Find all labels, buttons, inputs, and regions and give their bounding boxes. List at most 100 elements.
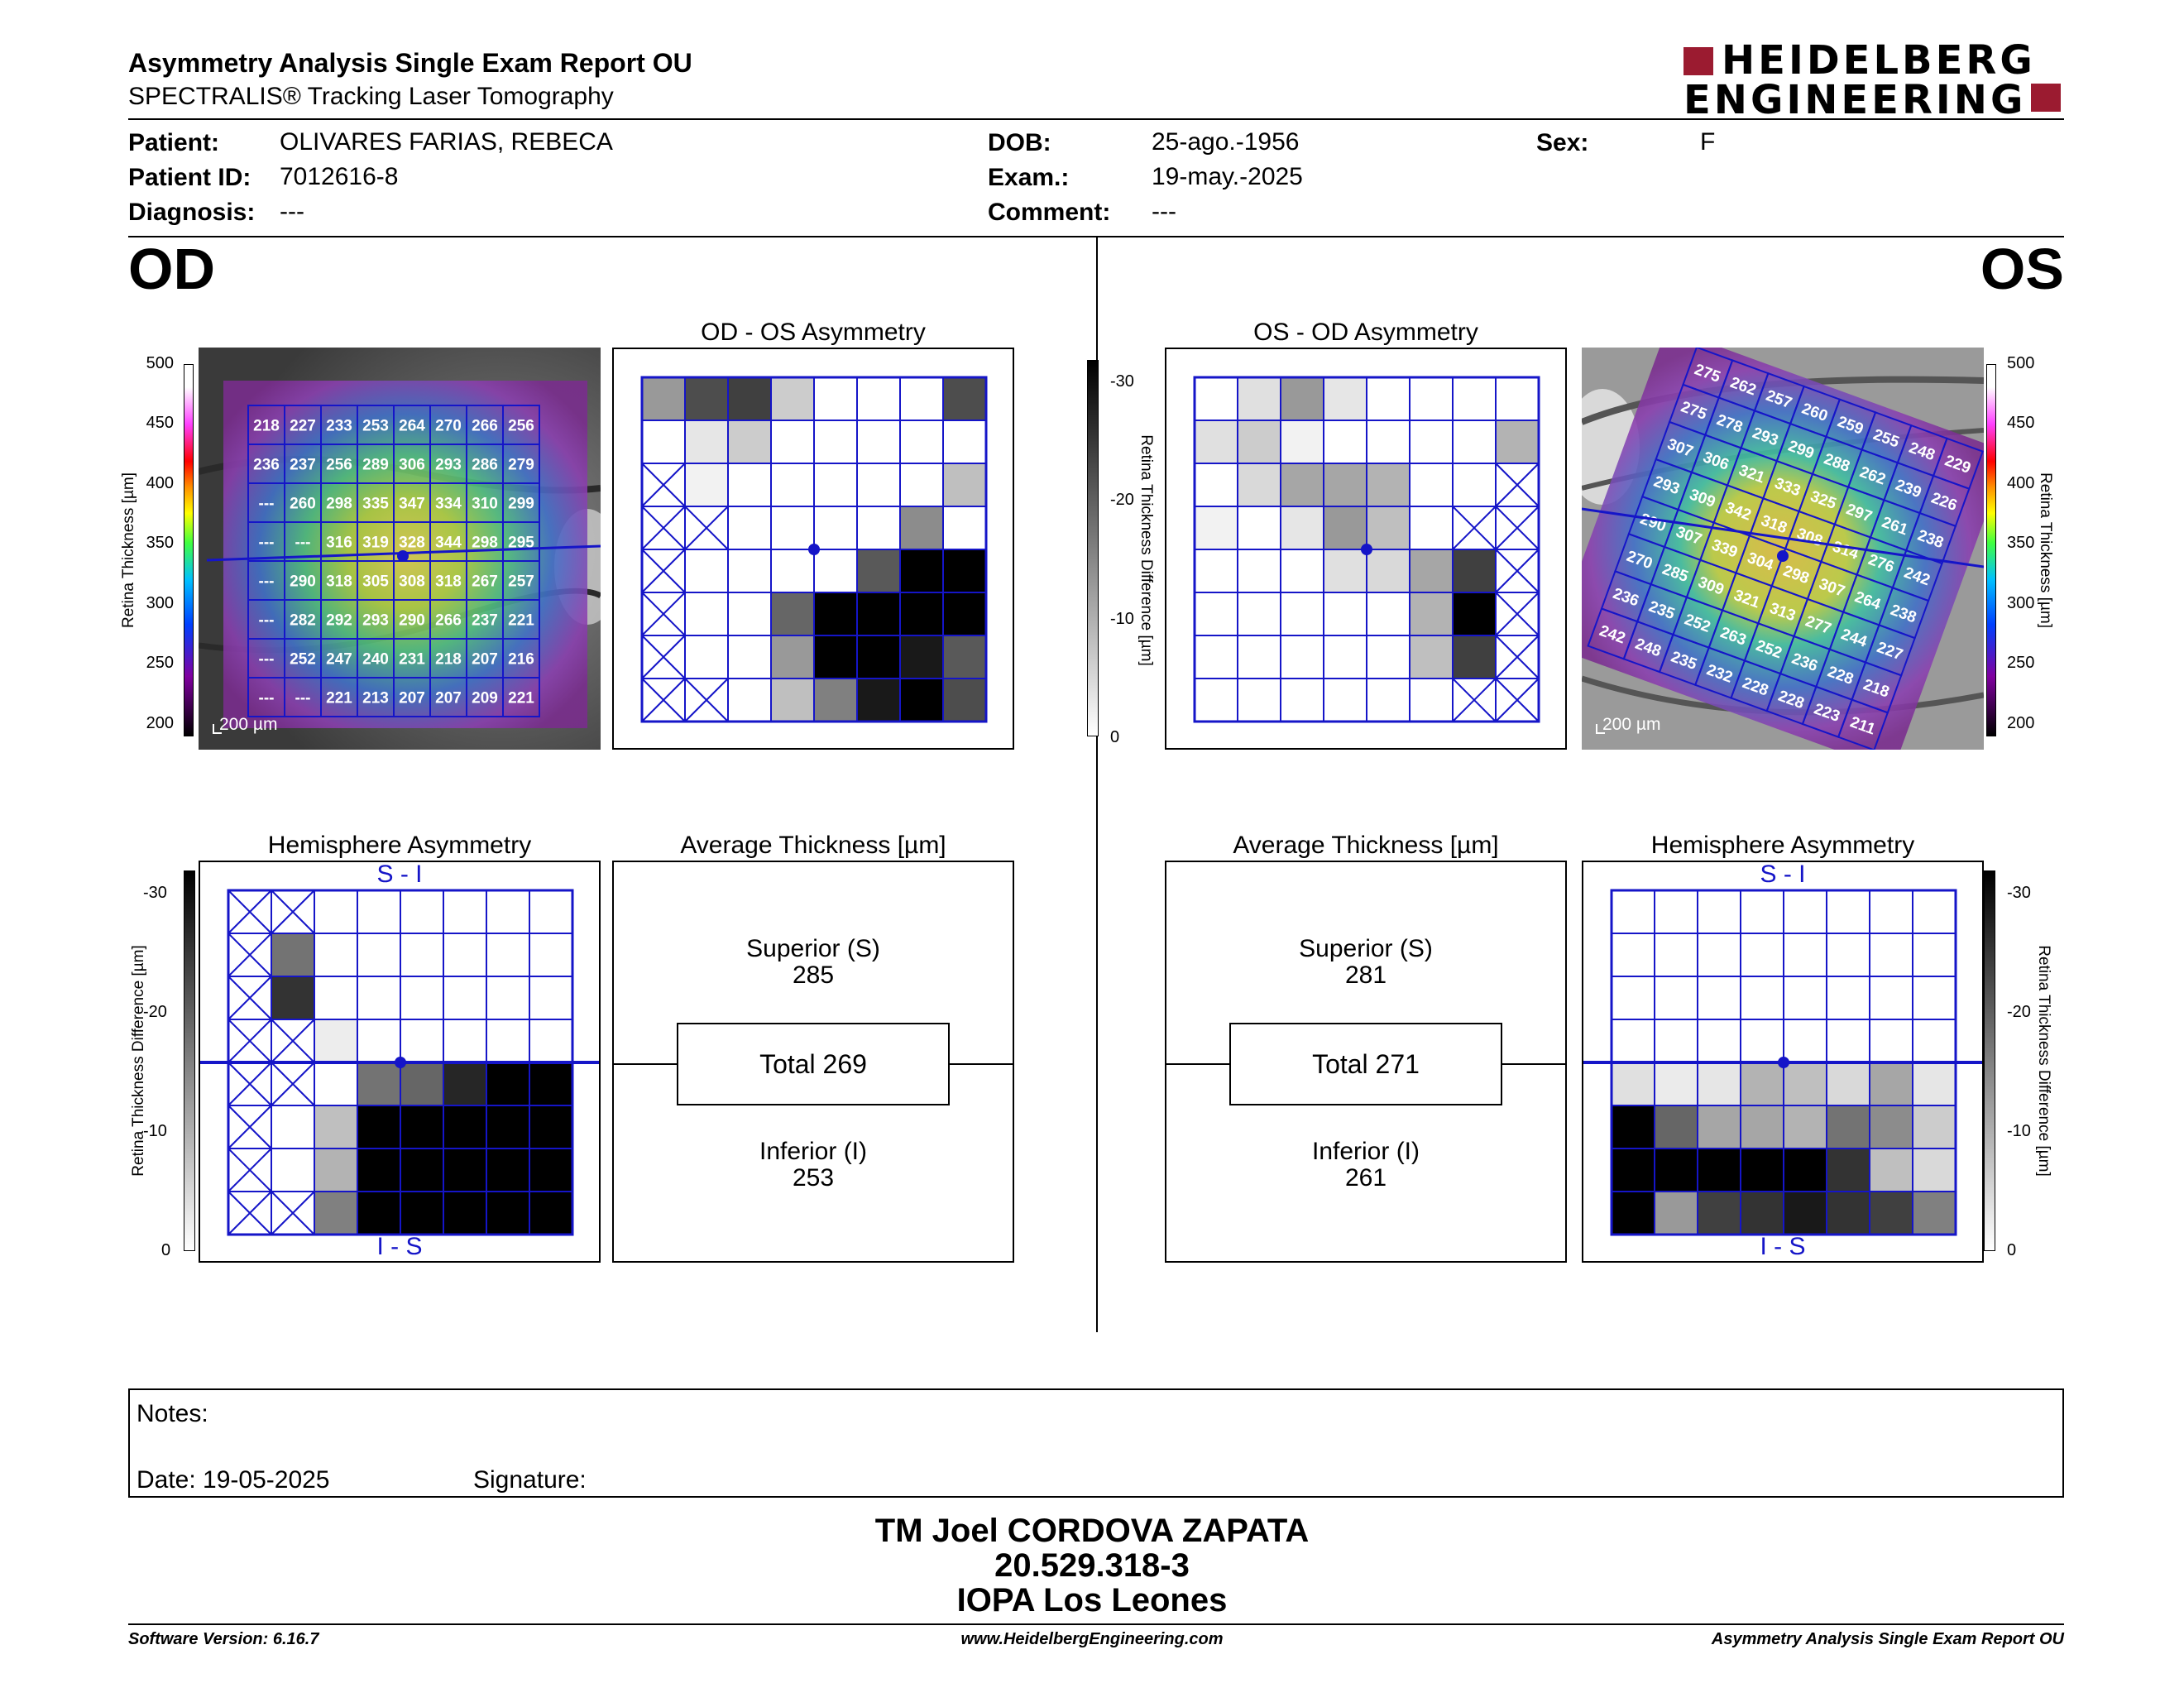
grid-cell xyxy=(899,549,944,593)
thickness-value: 310 xyxy=(472,496,498,513)
grid-cell xyxy=(770,420,815,464)
os-thickness-map: 275 262 257 260 259 255 248 229 275 278 293 299 288 2… xyxy=(1550,327,2009,771)
excluded-cell-cross xyxy=(684,506,729,550)
grid-cell xyxy=(1697,1191,1741,1235)
grid-cell xyxy=(1869,1105,1913,1149)
thickness-value: --- xyxy=(295,690,311,707)
grid-cell xyxy=(400,1019,444,1063)
excluded-cell-cross xyxy=(641,592,686,636)
thickness-value: 266 xyxy=(435,612,462,630)
os-superior-value: 281 xyxy=(1344,961,1387,989)
od-inferior-value: 253 xyxy=(792,1164,835,1192)
grid-cell xyxy=(727,420,772,464)
tick: -30 xyxy=(1110,372,1134,391)
grid-outline xyxy=(640,376,988,723)
exam-label: Exam.: xyxy=(988,164,1070,191)
os-thickness-colorbar xyxy=(1986,364,1996,736)
grid-cell xyxy=(1654,1105,1698,1149)
grid-cell xyxy=(1409,506,1454,550)
grid-cell xyxy=(357,1062,401,1106)
excluded-cell-cross xyxy=(1495,635,1540,679)
od-thickness-axis-label: Retina Thickness [µm] xyxy=(120,472,137,628)
grid-cell xyxy=(271,1105,315,1149)
grid-cell xyxy=(357,1105,401,1149)
excluded-cell-cross xyxy=(641,463,686,507)
grid-cell xyxy=(486,890,530,934)
grid-cell xyxy=(813,506,858,550)
grid-cell xyxy=(1323,506,1367,550)
thickness-value: 334 xyxy=(435,496,462,513)
thickness-value: 292 xyxy=(326,612,352,630)
grid-cell xyxy=(1280,506,1324,550)
grid-cell xyxy=(1697,1019,1741,1063)
grid-cell xyxy=(1452,635,1497,679)
grid-cell xyxy=(1280,376,1324,421)
notes-label: Notes: xyxy=(136,1400,208,1427)
os-inferior-value: 261 xyxy=(1344,1164,1387,1192)
od-superior-value: 285 xyxy=(792,961,835,989)
thickness-value: 207 xyxy=(472,651,498,669)
grid-cell xyxy=(1654,1191,1698,1235)
diagnosis-value: --- xyxy=(280,198,304,225)
grid-cell xyxy=(1280,635,1324,679)
grid-cell xyxy=(727,463,772,507)
thickness-value: 221 xyxy=(508,690,534,707)
tick: -30 xyxy=(2007,884,2031,902)
grid-cell xyxy=(314,1062,358,1106)
thickness-value: 253 xyxy=(362,418,389,435)
thickness-value: 256 xyxy=(508,418,534,435)
tick: 450 xyxy=(2007,414,2035,432)
dob-label: DOB: xyxy=(988,129,1051,156)
grid-cell xyxy=(1237,506,1281,550)
grid-cell xyxy=(1194,506,1238,550)
grid-cell xyxy=(529,890,573,934)
fovea-marker xyxy=(395,1057,406,1068)
grid-cell xyxy=(856,592,901,636)
grid-cell xyxy=(813,592,858,636)
logo-line2: ENGINEERING xyxy=(1684,77,2027,123)
grid-cell xyxy=(486,1105,530,1149)
tick: 500 xyxy=(2007,354,2035,372)
grid-cell xyxy=(1237,678,1281,722)
excluded-cell-cross xyxy=(1495,463,1540,507)
patient-label: Patient: xyxy=(128,129,220,156)
notes-date: Date: 19-05-2025 xyxy=(136,1466,330,1494)
grid-cell xyxy=(357,976,401,1020)
tick: 500 xyxy=(146,354,174,372)
thickness-value: 218 xyxy=(253,418,280,435)
grid-cell xyxy=(1237,549,1281,593)
grid-cell xyxy=(314,890,358,934)
grid-cell xyxy=(1912,1191,1956,1235)
grid-cell xyxy=(529,1191,573,1235)
thickness-value: 221 xyxy=(508,612,534,630)
grid-cell xyxy=(1452,376,1497,421)
grid-cell xyxy=(1740,890,1784,934)
exam-value: 19-may.-2025 xyxy=(1152,163,1303,190)
grid-cell xyxy=(1237,463,1281,507)
comment-label: Comment: xyxy=(988,199,1111,226)
grid-cell xyxy=(400,933,444,977)
grid-cell xyxy=(1409,420,1454,464)
website-link[interactable]: www.HeidelbergEngineering.com xyxy=(960,1630,1224,1648)
grid-cell xyxy=(1323,463,1367,507)
grid-cell xyxy=(1826,1191,1870,1235)
grid-cell xyxy=(314,1191,358,1235)
tick: 400 xyxy=(2007,474,2035,492)
grid-cell xyxy=(770,463,815,507)
notes-signature-label: Signature: xyxy=(473,1466,587,1494)
excluded-cell-cross xyxy=(1495,506,1540,550)
tick: 450 xyxy=(146,414,174,432)
grid-cell xyxy=(1323,549,1367,593)
grid-cell xyxy=(1194,420,1238,464)
excluded-cell-cross xyxy=(228,933,272,977)
grid-cell xyxy=(1826,1062,1870,1106)
od-thickness-map: 218 227 233 253 264 270 266 256 236 237 256 289 306 2… xyxy=(198,348,620,750)
grid-cell xyxy=(856,463,901,507)
grid-cell xyxy=(727,678,772,722)
grid-cell xyxy=(400,976,444,1020)
thickness-value: 270 xyxy=(435,418,462,435)
grid-cell xyxy=(443,890,487,934)
grid-cell xyxy=(942,678,987,722)
diagnosis-label: Diagnosis: xyxy=(128,199,256,226)
grid-cell xyxy=(1783,976,1827,1020)
